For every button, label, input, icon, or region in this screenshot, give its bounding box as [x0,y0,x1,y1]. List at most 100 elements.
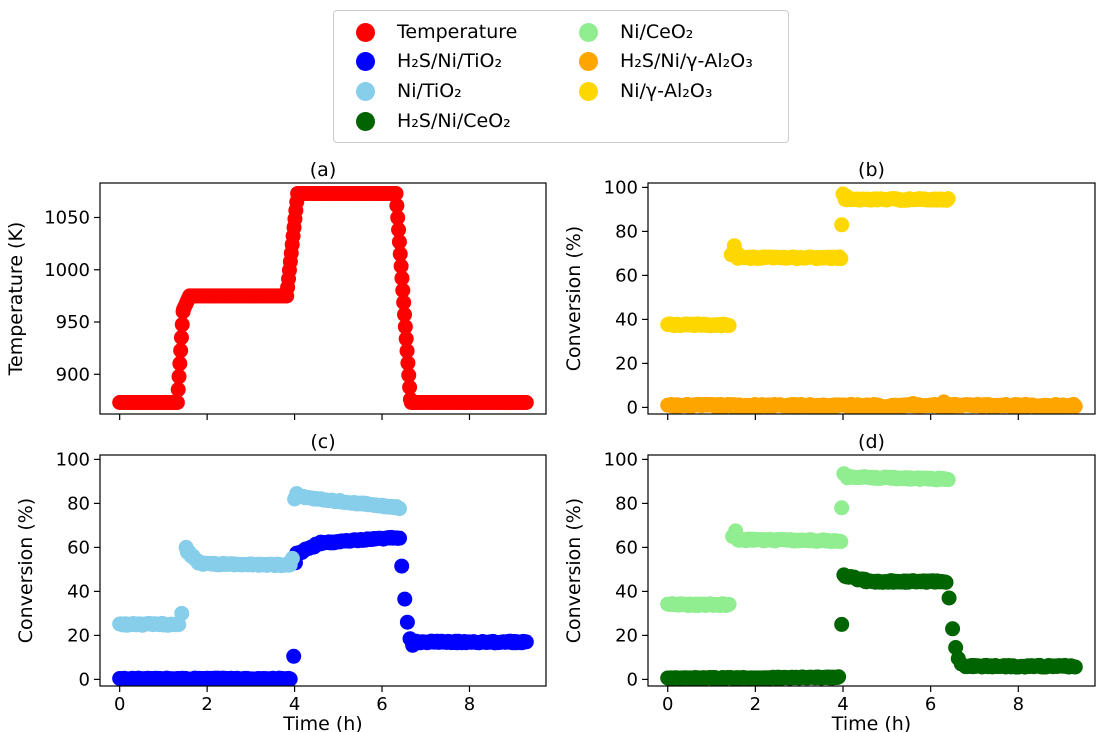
data-point [392,246,408,262]
x-tick-label: 6 [925,694,936,715]
legend-label: Ni/CeO₂ [620,21,694,43]
data-point [392,501,408,517]
data-point [1067,659,1083,675]
data-point [174,605,190,621]
data-point [940,191,956,207]
legend-item: H₂S/Ni/CeO₂ [356,107,511,135]
legend-item: Temperature [356,18,517,46]
data-point [936,394,952,410]
data-point [728,523,744,539]
x-tick-label: 4 [289,694,300,715]
data-point [938,574,954,590]
data-point [518,634,534,650]
y-tick-label: 100 [56,449,90,470]
data-point [833,534,849,550]
plot-area [660,186,1083,414]
data-point [392,530,408,546]
x-tick-label: 8 [1013,694,1024,715]
data-point [399,343,415,359]
y-axis-label: Conversion (%) [563,226,585,371]
legend-item: Ni/γ-Al₂O₃ [579,77,712,105]
data-point [401,367,417,383]
data-point [941,590,957,606]
data-point [834,500,850,516]
data-point [398,331,414,347]
y-tick-label: 0 [79,669,90,690]
y-tick-label: 900 [56,364,90,385]
y-tick-label: 60 [615,265,638,286]
x-tick-label: 8 [464,694,475,715]
y-axis-label: Conversion (%) [563,498,585,643]
data-point [953,656,969,672]
data-point [397,307,413,323]
legend-marker [356,111,375,131]
y-axis-label: Temperature (K) [5,222,27,377]
data-point [831,669,847,685]
data-point [721,318,737,334]
legend-marker [356,22,375,42]
data-point [388,185,404,201]
data-point [174,317,190,333]
data-point [395,282,411,298]
data-point [402,379,418,395]
y-tick-label: 20 [67,625,90,646]
data-point [940,472,956,488]
y-tick-label: 40 [615,309,638,330]
data-point [833,251,849,267]
y-tick-label: 1000 [44,260,90,281]
legend-label: Ni/γ-Al₂O₃ [620,80,713,102]
data-point [393,258,409,274]
y-axis-label: Conversion (%) [15,498,37,643]
x-axis-label: Time (h) [831,713,911,732]
y-tick-label: 950 [56,312,90,333]
plot-frame [647,182,1096,415]
legend-label: H₂S/Ni/CeO₂ [397,110,511,132]
data-point [834,217,850,233]
x-tick-label: 0 [114,694,125,715]
data-point [405,637,421,653]
y-tick-label: 40 [615,581,638,602]
data-point [836,567,852,583]
data-point [391,234,407,250]
data-point [282,671,298,686]
y-tick-label: 20 [615,353,638,374]
x-tick-label: 0 [662,694,673,715]
chart-panel: (a) 900 950 1000 1050 Temperature (K) [5,159,547,420]
data-point [396,294,412,310]
data-point [1067,398,1083,414]
chart-panel: (b) 0 20 40 60 80 100 Conversion (%) [563,159,1096,420]
data-point [394,558,410,574]
data-point [721,596,737,612]
y-tick-label: 80 [67,493,90,514]
legend-marker [356,51,375,71]
data-point [836,466,852,482]
plot-area [112,185,534,411]
legend-item: H₂S/Ni/γ-Al₂O₃ [579,47,753,75]
data-point [391,222,407,238]
chart-title: (b) [858,159,885,181]
data-point [905,395,921,411]
legend-label: H₂S/Ni/TiO₂ [397,50,503,72]
y-tick-label: 100 [604,177,638,198]
data-point [178,539,194,555]
data-point [173,330,189,346]
x-tick-label: 2 [750,694,761,715]
data-point [284,550,300,566]
y-tick-label: 1050 [44,207,90,228]
legend-item: H₂S/Ni/TiO₂ [356,47,502,75]
legend: Temperature H₂S/Ni/TiO₂ Ni/TiO₂ H₂S/Ni/CeO₂… [333,10,789,143]
plot-frame [99,454,547,687]
data-point [399,614,415,630]
y-tick-label: 100 [604,449,638,470]
y-tick-label: 40 [67,581,90,602]
data-point [518,395,534,411]
chart-title: (a) [310,159,336,181]
data-point [173,343,189,359]
data-point [169,395,185,411]
data-point [171,369,187,385]
chart-title: (c) [310,431,335,453]
plot-area [112,486,534,686]
data-point [394,270,410,286]
